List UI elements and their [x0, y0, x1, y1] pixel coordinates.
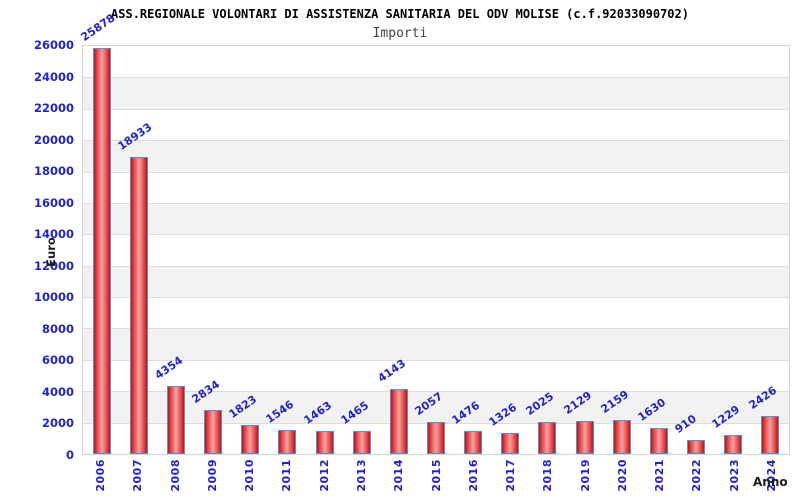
- bar: [464, 430, 483, 454]
- y-tick-label: 14000: [33, 227, 74, 242]
- grid-band: [83, 77, 789, 109]
- x-axis-ticks: 2006 2007 2008 2009 2010 2011 2012 2013 2014 2015…: [82, 459, 790, 499]
- y-tick-label: 22000: [33, 101, 74, 116]
- bar-value-label: 1823: [226, 393, 260, 422]
- bar: [315, 431, 334, 454]
- y-tick-label: 6000: [41, 353, 74, 368]
- y-tick-label: 4000: [41, 384, 74, 399]
- bar-value-label: 1229: [709, 402, 743, 431]
- x-tick-label: 2015: [429, 459, 443, 492]
- bar: [687, 439, 706, 454]
- y-tick-label: 26000: [33, 38, 74, 52]
- bar-value-label: 1465: [338, 398, 371, 428]
- y-tick-label: 0: [65, 448, 74, 462]
- bar: [389, 389, 408, 454]
- plot-area: 25878 18933 4354 2834 1823 1546 1463 1465 4143 20…: [78, 11, 790, 455]
- x-tick-label: 2018: [541, 459, 555, 492]
- bar: [352, 431, 371, 454]
- bar-value-label: 1476: [449, 398, 483, 427]
- grid-band: [83, 391, 789, 423]
- bar: [278, 429, 297, 454]
- bar: [204, 409, 223, 454]
- grid-band: [83, 265, 789, 297]
- x-tick-label: 2017: [504, 459, 518, 492]
- bar: [649, 428, 668, 454]
- bar-value-label: 2057: [412, 389, 446, 418]
- bar-value-label: 2025: [524, 390, 557, 419]
- y-axis-label: Euro: [43, 237, 58, 267]
- x-tick-label: 2013: [354, 459, 368, 492]
- bar-value-label: 2426: [746, 383, 780, 412]
- y-tick-label: 8000: [41, 321, 74, 336]
- x-tick-label: 2022: [690, 459, 704, 492]
- chart-title: ASS.REGIONALE VOLONTARI DI ASSISTENZA SA…: [111, 7, 689, 21]
- y-tick-label: 12000: [33, 258, 74, 273]
- y-tick-label: 16000: [33, 195, 74, 210]
- x-tick-label: 2006: [94, 459, 108, 492]
- bar: [241, 425, 260, 454]
- x-tick-label: 2011: [280, 459, 294, 492]
- grid-band: [83, 108, 789, 141]
- grid-band: [83, 202, 789, 235]
- bar: [761, 415, 780, 454]
- bar-value-label: 1630: [635, 396, 669, 425]
- bar-value-label: 4143: [375, 356, 408, 385]
- bar: [427, 421, 445, 454]
- bar-value-label: 18933: [115, 120, 155, 153]
- grid-band: [83, 171, 789, 203]
- grid-band: [83, 140, 789, 172]
- bar-value-label: 2159: [598, 387, 631, 417]
- x-tick-label: 2009: [205, 459, 219, 492]
- bar-value-label: 1546: [263, 397, 297, 426]
- grid-band: [83, 297, 789, 329]
- grid-band: [83, 328, 789, 360]
- bar-value-label: 1463: [301, 398, 334, 428]
- bar-value-label: 2834: [189, 377, 223, 406]
- chart-subtitle: Importi: [372, 26, 428, 41]
- bar-value-label: 4354: [152, 353, 185, 382]
- y-tick-label: 2000: [41, 416, 74, 431]
- x-tick-label: 2008: [168, 459, 182, 492]
- x-tick-label: 2010: [243, 459, 257, 492]
- x-tick-label: 2023: [727, 459, 741, 492]
- y-tick-label: 20000: [33, 132, 74, 147]
- x-tick-label: 2014: [392, 459, 406, 492]
- bar-value-label: 910: [672, 411, 699, 436]
- x-tick-label: 2007: [131, 459, 145, 492]
- bar-value-label: 2129: [561, 388, 594, 417]
- bars-layer: 25878 18933 4354 2834 1823 1546 1463 1465 4143 20…: [78, 11, 789, 454]
- y-tick-label: 24000: [33, 69, 74, 84]
- bar-value-label: 1326: [486, 400, 520, 430]
- bar: [612, 420, 631, 454]
- grid-band: [83, 234, 789, 266]
- grid-bands: [83, 46, 789, 454]
- bar: [92, 47, 111, 454]
- bar: [166, 385, 185, 454]
- grid-band: [83, 359, 789, 392]
- y-tick-label: 10000: [33, 290, 74, 305]
- bar: [538, 422, 557, 454]
- x-tick-label: 2012: [317, 459, 331, 492]
- bar: [501, 433, 520, 454]
- grid-band: [83, 46, 789, 78]
- x-axis-label: Anno: [753, 475, 788, 489]
- bar: [724, 434, 743, 454]
- bar: [575, 420, 594, 454]
- bar: [129, 156, 148, 454]
- x-tick-label: 2019: [578, 459, 592, 492]
- x-tick-label: 2021: [653, 459, 667, 492]
- x-tick-label: 2016: [466, 459, 480, 492]
- x-tick-label: 2020: [615, 459, 629, 492]
- y-tick-label: 18000: [33, 164, 74, 179]
- y-axis-ticks: 0 2000 4000 6000 8000 10000 12000 14000 16000 180…: [0, 38, 76, 462]
